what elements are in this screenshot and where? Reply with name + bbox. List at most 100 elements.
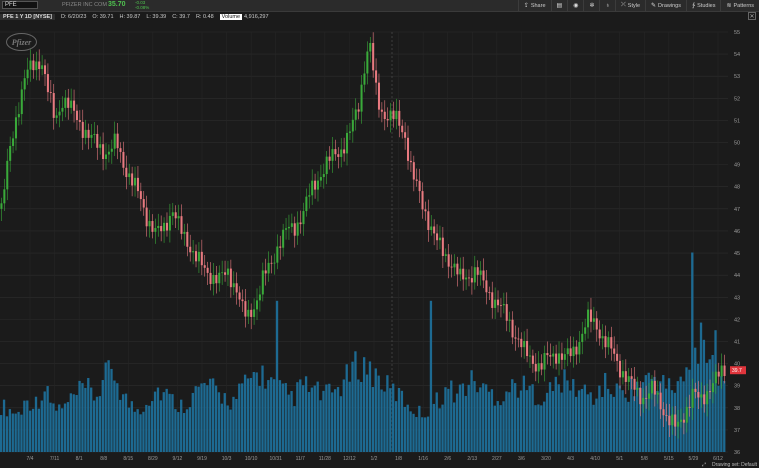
volume-bar — [168, 393, 171, 452]
price-tick-label: 45 — [734, 251, 740, 257]
toolbar-button-label: Style — [627, 2, 641, 9]
printer-button[interactable]: ▤ — [550, 0, 568, 11]
date-tick-label: 8/1 — [76, 456, 83, 462]
volume-bar — [31, 408, 35, 452]
camera-button[interactable]: ◉ — [567, 0, 583, 11]
candle-body — [650, 380, 653, 394]
volume-bar — [723, 380, 726, 452]
volume-bar — [531, 384, 534, 452]
date-tick-label: 8/8 — [100, 456, 107, 462]
volume-bar — [148, 405, 151, 452]
volume-bar — [458, 384, 462, 452]
printer-icon: ▤ — [556, 3, 563, 9]
top-toolbar: PFE PFIZER INC COM 35.70 -0.03 -0.08% ⇪ S… — [0, 0, 759, 12]
share-button[interactable]: ⇪ Share — [517, 0, 551, 11]
candle-body — [549, 355, 552, 357]
bar-open: O: 39.71 — [92, 13, 114, 20]
volume-bar — [357, 379, 360, 452]
candle-body — [470, 278, 473, 283]
symbol-input[interactable]: PFE — [2, 1, 38, 9]
candle-body — [293, 223, 296, 236]
volume-bar — [95, 396, 99, 452]
candle-body — [244, 301, 247, 317]
date-tick-label: 5/8 — [641, 456, 648, 462]
candle-body — [552, 353, 555, 357]
volume-bar — [519, 390, 523, 452]
volume-bar — [641, 382, 645, 452]
price-tick-label: 38 — [734, 406, 740, 412]
volume-bar — [537, 404, 540, 452]
volume-bar — [60, 408, 64, 452]
candle-body — [163, 222, 166, 232]
drawing-set-label[interactable]: Drawing set: Default — [711, 462, 757, 468]
date-tick-label: 9/19 — [197, 456, 207, 462]
candle-body — [427, 211, 430, 231]
volume-bar — [272, 379, 276, 452]
date-tick-label: 11/7 — [296, 456, 306, 462]
candle-body — [319, 177, 322, 181]
candle-body — [322, 174, 325, 178]
volume-bar — [290, 391, 293, 452]
volume-bar — [58, 404, 61, 452]
candle-body — [412, 162, 415, 180]
expand-icon[interactable]: ⤢ — [701, 462, 706, 468]
volume-bar — [496, 401, 499, 452]
volume-bar — [644, 375, 647, 452]
candle-body — [46, 74, 49, 93]
candle-body — [723, 365, 726, 377]
price-chart[interactable]: 36 37 38 39 40 41 42 43 44 45 46 47 48 49 50 51 52 53 54 55… — [0, 22, 759, 468]
candle-body — [354, 109, 357, 120]
candle-body — [203, 265, 206, 268]
volume-bar — [450, 380, 453, 452]
volume-bar — [609, 394, 613, 452]
studies-button[interactable]: ∱ Studies — [685, 0, 721, 11]
volume-bar — [124, 393, 128, 452]
volume-bar — [493, 405, 496, 452]
candle-body — [314, 180, 317, 190]
candle-body — [528, 355, 531, 357]
candle-body — [639, 387, 642, 405]
volume-bar — [543, 401, 546, 452]
candle-body — [267, 262, 270, 274]
volume-bar — [516, 397, 520, 452]
volume-bar — [43, 391, 46, 452]
volume-bar — [249, 377, 253, 452]
volume-bar — [55, 410, 58, 452]
style-button[interactable]: ⤫ Style — [614, 0, 645, 11]
date-tick-label: 7/4 — [27, 456, 34, 462]
flask-button[interactable]: ♁ — [599, 0, 615, 11]
candle-body — [494, 299, 497, 308]
volume-bar — [476, 392, 479, 452]
date-tick-label: 10/31 — [269, 456, 282, 462]
volume-bar — [49, 402, 52, 452]
volume-bar — [392, 383, 395, 452]
candle-body — [67, 97, 70, 108]
candle-body — [296, 222, 299, 236]
candle-body — [415, 179, 418, 181]
close-icon[interactable]: ✕ — [748, 12, 756, 20]
candle-body — [465, 277, 468, 280]
gear-button[interactable]: ✲ — [583, 0, 599, 11]
volume-bar — [206, 385, 209, 452]
candle-body — [212, 275, 215, 284]
candle-body — [186, 231, 189, 247]
volume-bar — [386, 375, 389, 452]
patterns-icon: ≋ — [726, 3, 732, 9]
patterns-button[interactable]: ≋ Patterns — [720, 0, 759, 11]
chart-symbol-label[interactable]: PFE 1 Y 1D [NYSE] — [0, 13, 56, 20]
candle-body — [81, 121, 84, 138]
candle-body — [438, 237, 441, 241]
volume-bar — [383, 391, 386, 452]
drawings-button[interactable]: ✎ Drawings — [645, 0, 686, 11]
volume-bar — [37, 408, 41, 452]
candle-body — [709, 391, 712, 393]
volume-bar — [717, 385, 720, 452]
volume-bar — [20, 414, 23, 452]
candle-body — [584, 327, 587, 334]
candle-body — [395, 110, 398, 120]
volume-bar — [583, 384, 587, 452]
volume-bar — [72, 394, 75, 452]
volume-bar — [241, 383, 244, 452]
date-tick-label: 10/10 — [245, 456, 258, 462]
volume-bar — [656, 390, 659, 452]
